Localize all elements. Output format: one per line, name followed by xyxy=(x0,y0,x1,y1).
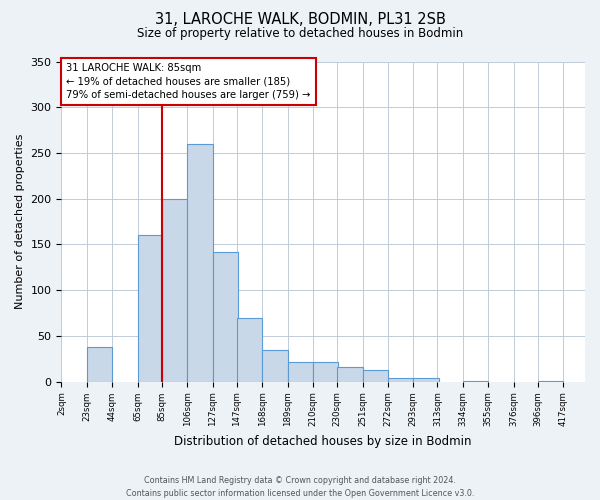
Bar xyxy=(388,378,413,382)
Bar xyxy=(87,347,112,382)
Bar xyxy=(262,350,287,382)
Text: 31, LAROCHE WALK, BODMIN, PL31 2SB: 31, LAROCHE WALK, BODMIN, PL31 2SB xyxy=(155,12,445,28)
Bar xyxy=(413,378,439,382)
Text: 31 LAROCHE WALK: 85sqm
← 19% of detached houses are smaller (185)
79% of semi-de: 31 LAROCHE WALK: 85sqm ← 19% of detached… xyxy=(66,64,311,100)
Text: Size of property relative to detached houses in Bodmin: Size of property relative to detached ho… xyxy=(137,28,463,40)
Y-axis label: Number of detached properties: Number of detached properties xyxy=(15,134,25,309)
Bar xyxy=(162,198,187,382)
Bar xyxy=(287,362,313,382)
Bar xyxy=(237,318,262,382)
Bar xyxy=(463,380,488,382)
Bar xyxy=(137,236,163,382)
Text: Contains HM Land Registry data © Crown copyright and database right 2024.
Contai: Contains HM Land Registry data © Crown c… xyxy=(126,476,474,498)
Bar xyxy=(538,380,563,382)
X-axis label: Distribution of detached houses by size in Bodmin: Distribution of detached houses by size … xyxy=(175,434,472,448)
Bar xyxy=(313,362,338,382)
Bar xyxy=(362,370,388,382)
Bar xyxy=(187,144,212,382)
Bar xyxy=(212,252,238,382)
Bar xyxy=(337,367,362,382)
